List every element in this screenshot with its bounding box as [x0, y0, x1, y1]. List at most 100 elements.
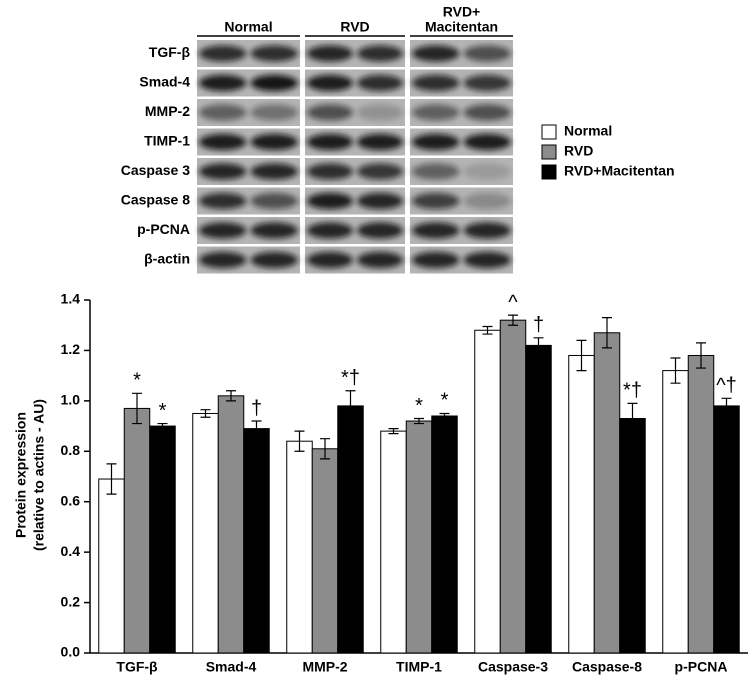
legend-swatch — [541, 144, 557, 160]
error-bar — [439, 412, 450, 420]
blot-band — [250, 251, 298, 269]
blot-band — [250, 74, 298, 92]
blot-band — [307, 133, 353, 151]
legend-swatch — [541, 164, 557, 180]
blot-band — [199, 163, 247, 180]
y-tick-label: 0.0 — [61, 644, 81, 660]
error-bar — [200, 409, 211, 418]
bar — [192, 412, 219, 654]
blot-band — [307, 104, 353, 121]
x-tick-label: TGF-β — [116, 659, 158, 675]
blot-band — [199, 45, 247, 62]
legend-label: Normal — [564, 123, 612, 139]
significance-marker: ^† — [716, 375, 737, 397]
y-tick-label: 0.6 — [61, 492, 81, 508]
row-label: Caspase 3 — [121, 162, 190, 178]
bar — [405, 420, 433, 654]
bar — [380, 430, 407, 654]
y-tick-label: 1.4 — [61, 291, 81, 307]
western-blot: Normal RVD RVD+Macitentan TGF-β Smad-4 MMP-2 T… — [121, 4, 513, 274]
blot-band — [463, 192, 511, 210]
blot-band — [412, 192, 460, 210]
y-tick-label: 1.2 — [61, 341, 81, 357]
bar — [525, 344, 552, 654]
x-tick-label: Caspase-3 — [478, 659, 548, 675]
row-label: Smad-4 — [139, 74, 190, 90]
error-bar — [132, 392, 142, 425]
blot-band — [199, 192, 247, 210]
blot-band — [463, 222, 511, 239]
bar — [568, 354, 595, 654]
group-label: Normal — [224, 19, 272, 35]
blot-band — [250, 133, 298, 151]
blot-band — [199, 251, 247, 269]
error-bar — [696, 342, 706, 369]
blot-band — [412, 133, 460, 151]
blot-band — [412, 222, 460, 239]
blot-band — [463, 74, 511, 92]
blot-band — [412, 163, 460, 180]
error-bar — [533, 337, 544, 354]
error-bar — [251, 420, 262, 437]
blot-band — [357, 45, 403, 62]
blot-band — [250, 45, 298, 62]
row-label: TIMP-1 — [144, 133, 190, 149]
blot-band — [463, 133, 511, 151]
error-bar — [388, 427, 399, 435]
x-tick-label: MMP-2 — [302, 659, 347, 675]
error-bar — [157, 422, 168, 430]
error-bar — [602, 317, 612, 349]
bar — [687, 354, 715, 654]
row-label: MMP-2 — [145, 103, 190, 119]
blot-band — [357, 104, 403, 121]
bar — [713, 405, 740, 654]
significance-marker: * — [133, 370, 141, 392]
error-bar — [576, 339, 587, 372]
blot-band — [357, 192, 403, 210]
bar — [311, 448, 339, 654]
x-tick-label: Smad-4 — [206, 659, 257, 675]
bar — [474, 329, 501, 654]
bar — [619, 418, 646, 654]
legend-label: RVD+Macitentan — [564, 163, 675, 179]
blot-band — [357, 251, 403, 269]
bar — [149, 425, 176, 654]
blot-band — [357, 133, 403, 151]
blot-band — [357, 74, 403, 92]
y-tick-label: 0.8 — [61, 442, 81, 458]
error-bar — [294, 430, 305, 452]
row-label: β-actin — [144, 251, 190, 267]
legend-swatch — [541, 124, 557, 140]
significance-marker: *† — [341, 367, 360, 389]
blot-band — [463, 104, 511, 121]
blot-band — [412, 74, 460, 92]
bar — [217, 395, 245, 654]
bar — [337, 405, 364, 654]
significance-marker: * — [441, 390, 449, 412]
blot-band — [463, 251, 511, 269]
bar — [286, 440, 313, 654]
blot-band — [250, 163, 298, 180]
y-axis-label: Protein expression — [13, 412, 29, 538]
row-label: TGF-β — [149, 44, 191, 60]
y-tick-label: 0.2 — [61, 593, 81, 609]
significance-marker: * — [415, 395, 423, 417]
bar — [662, 370, 689, 654]
bar — [593, 332, 621, 654]
blot-band — [250, 104, 298, 121]
error-bar — [482, 325, 493, 335]
error-bar — [320, 438, 330, 460]
bar — [499, 319, 527, 654]
blot-band — [412, 45, 460, 62]
blot-band — [199, 222, 247, 239]
blot-band — [463, 45, 511, 62]
blot-band — [250, 222, 298, 239]
blot-band — [307, 222, 353, 239]
error-bar — [721, 397, 732, 415]
group-label: RVD — [340, 19, 369, 35]
blot-band — [463, 163, 511, 180]
blot-band — [307, 163, 353, 180]
blot-band — [307, 251, 353, 269]
significance-marker: * — [159, 400, 167, 422]
